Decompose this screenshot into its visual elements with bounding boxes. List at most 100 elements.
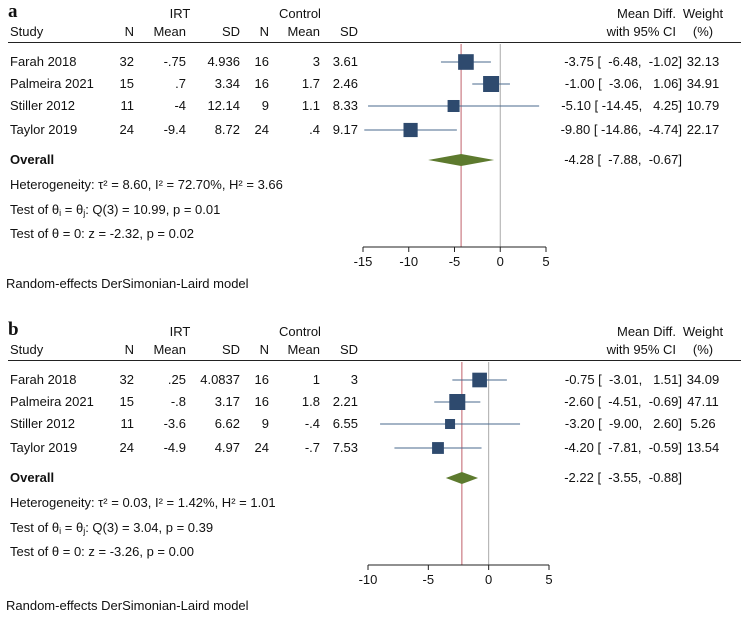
x-tick-label: 0 [485, 572, 493, 587]
irt-mean: -.75 [163, 54, 186, 69]
homogeneity-test-part: i [59, 208, 62, 218]
x-tick-label: 0 [496, 254, 504, 269]
irt-sd-header: SD [221, 342, 240, 357]
weight-unit-header: (%) [692, 342, 714, 357]
irt-mean: .7 [175, 76, 186, 91]
study-name: Palmeira 2021 [10, 76, 94, 91]
forest-plot-area [362, 44, 547, 252]
ctrl-mean: 1.1 [301, 98, 320, 113]
homogeneity-test-part: j [83, 526, 86, 536]
ctrl-sd: 9.17 [332, 122, 358, 137]
ctrl-n: 9 [261, 416, 269, 431]
weight-header: Weight [682, 6, 724, 21]
effect-marker [445, 418, 456, 430]
effect-marker [432, 442, 444, 454]
ctrl-n: 16 [254, 54, 269, 69]
effect-marker [483, 76, 500, 92]
weight-value: 5.26 [690, 416, 716, 431]
irt-sd-header: SD [221, 24, 240, 39]
homogeneity-test-part: Test of θ [10, 520, 60, 535]
irt-sd: 3.34 [214, 76, 240, 91]
model-note: Random-effects DerSimonian-Laird model [6, 598, 249, 613]
irt-n: 11 [120, 416, 135, 431]
ctrl-n: 24 [254, 440, 269, 455]
heterogeneity-stats: Heterogeneity: τ² = 0.03, I² = 1.42%, H²… [10, 495, 276, 510]
effect-ci-text: -4.20 [ -7.81, -0.59] [564, 440, 682, 455]
irt-mean: -.8 [170, 394, 186, 409]
ctrl-n: 16 [254, 394, 269, 409]
forest-plot-area [367, 362, 550, 570]
irt-n: 11 [120, 98, 135, 113]
model-note: Random-effects DerSimonian-Laird model [6, 276, 249, 291]
x-tick-label: -5 [448, 254, 461, 269]
homogeneity-test-part: j [83, 208, 86, 218]
panel-label: a [8, 1, 18, 22]
ctrl-mean: .4 [309, 122, 320, 137]
ctrl-mean: 1 [312, 372, 320, 387]
irt-mean-header: Mean [153, 342, 186, 357]
effect-marker [403, 122, 418, 138]
weight-header: Weight [682, 324, 724, 339]
control-group-header: Control [279, 324, 321, 339]
x-tick-label: 5 [545, 572, 553, 587]
effect-ci-text: -9.80 [ -14.86, -4.74] [560, 122, 682, 137]
homogeneity-test: Test of θi = θj: Q(3) = 3.04, p = 0.39 [10, 520, 213, 539]
ctrl-mean: -.7 [304, 440, 320, 455]
x-tick-label: -15 [353, 254, 373, 269]
zero-effect-test: Test of θ = 0: z = -2.32, p = 0.02 [10, 226, 194, 241]
heterogeneity-stats: Heterogeneity: τ² = 8.60, I² = 72.70%, H… [10, 177, 283, 192]
weight-value: 22.17 [686, 122, 720, 137]
study-name: Stiller 2012 [10, 98, 76, 113]
irt-n-header: N [124, 342, 134, 357]
effect-ci-text: -3.75 [ -6.48, -1.02] [564, 54, 682, 69]
header-rule [8, 42, 741, 43]
ctrl-sd: 3 [350, 372, 358, 387]
irt-n: 32 [119, 372, 134, 387]
study-name: Taylor 2019 [10, 122, 78, 137]
ctrl-mean-header: Mean [287, 24, 320, 39]
ctrl-sd-header: SD [339, 24, 358, 39]
homogeneity-test-part: : Q(3) = 3.04, p = 0.39 [85, 520, 214, 535]
overall-ci-text: -2.22 [ -3.55, -0.88] [564, 470, 682, 485]
panel-label: b [8, 319, 19, 340]
irt-sd: 12.14 [207, 98, 240, 113]
ci-header: with 95% CI [606, 342, 676, 357]
weight-value: 34.91 [686, 76, 720, 91]
effect-marker [447, 99, 460, 113]
overall-label: Overall [10, 470, 55, 485]
weight-value: 10.79 [686, 98, 720, 113]
irt-mean-header: Mean [153, 24, 186, 39]
study-header: Study [10, 342, 44, 357]
effect-ci-text: -3.20 [ -9.00, 2.60] [564, 416, 682, 431]
study-name: Stiller 2012 [10, 416, 76, 431]
x-tick-label: 5 [542, 254, 550, 269]
irt-n: 15 [119, 76, 134, 91]
ctrl-sd: 2.46 [332, 76, 358, 91]
effect-ci-text: -1.00 [ -3.06, 1.06] [564, 76, 682, 91]
irt-n: 15 [119, 394, 134, 409]
irt-mean: -4.9 [163, 440, 186, 455]
ctrl-n: 16 [254, 372, 269, 387]
homogeneity-test-part: = θ [61, 520, 84, 535]
ctrl-sd: 2.21 [332, 394, 358, 409]
zero-effect-test: Test of θ = 0: z = -3.26, p = 0.00 [10, 544, 194, 559]
header-rule [8, 360, 741, 361]
effect-marker [472, 372, 487, 388]
ctrl-mean: -.4 [304, 416, 320, 431]
weight-value: 34.09 [686, 372, 720, 387]
weight-value: 32.13 [686, 54, 720, 69]
ctrl-n-header: N [259, 24, 269, 39]
homogeneity-test-part: Test of θ [10, 202, 60, 217]
weight-value: 47.11 [687, 394, 719, 409]
irt-sd: 4.936 [207, 54, 240, 69]
x-tick-label: -10 [358, 572, 378, 587]
effect-ci-text: -2.60 [ -4.51, -0.69] [564, 394, 682, 409]
overall-ci-text: -4.28 [ -7.88, -0.67] [564, 152, 682, 167]
ctrl-mean: 1.7 [301, 76, 320, 91]
effect-marker [449, 394, 466, 410]
effect-marker [458, 54, 474, 70]
irt-n: 24 [119, 440, 134, 455]
irt-n-header: N [124, 24, 134, 39]
ctrl-mean: 3 [312, 54, 320, 69]
ctrl-mean-header: Mean [287, 342, 320, 357]
